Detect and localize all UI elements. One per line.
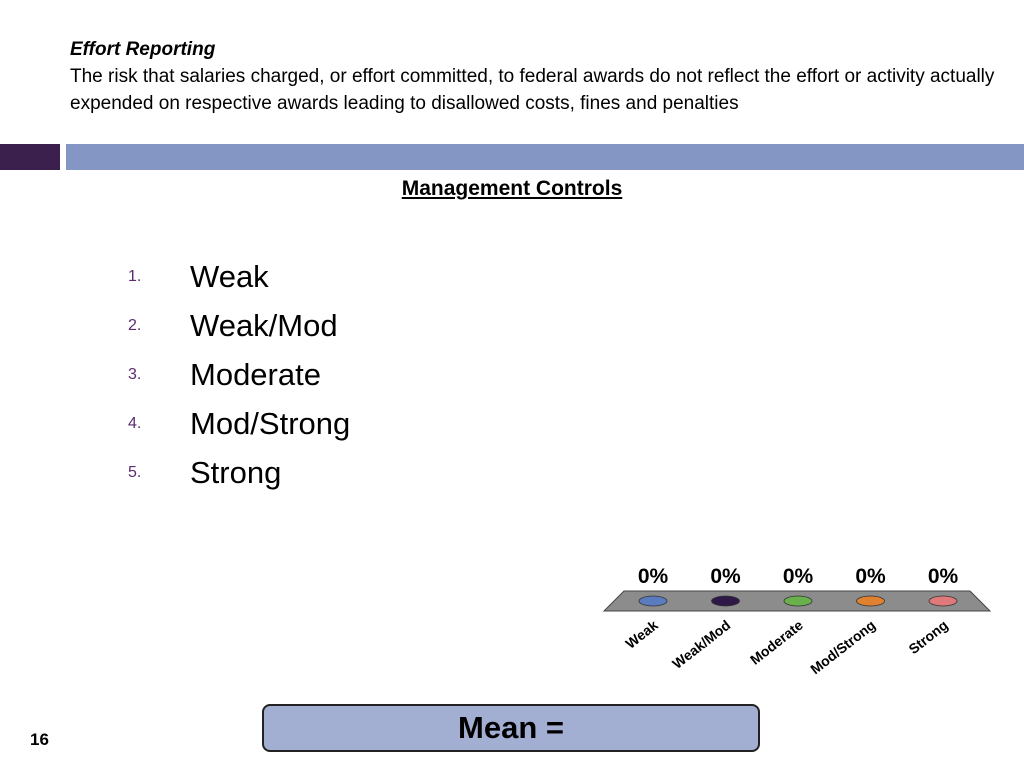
chart-data-label: 0% bbox=[928, 565, 959, 588]
chart-data-label: 0% bbox=[638, 565, 669, 588]
option-number: 3. bbox=[128, 365, 142, 383]
chart-category-label: Mod/Strong bbox=[807, 617, 878, 677]
option-label: Moderate bbox=[190, 356, 321, 392]
chart-category-label: Strong bbox=[905, 617, 950, 657]
section-title: Management Controls bbox=[401, 177, 623, 200]
chart-bar-base bbox=[638, 595, 668, 607]
chart-data-label: 0% bbox=[855, 565, 886, 588]
option-label: Weak/Mod bbox=[190, 307, 338, 343]
chart-data-label: 0% bbox=[710, 565, 741, 588]
option-item: 2. Weak/Mod bbox=[128, 301, 350, 350]
option-item: 1. Weak bbox=[128, 252, 350, 301]
option-list: 1. Weak 2. Weak/Mod 3. Moderate 4. Mod/Stron… bbox=[128, 252, 350, 497]
chart-category-label: Weak/Mod bbox=[669, 617, 733, 672]
response-chart: 0% Weak 0% Weak/Mod 0% Moderate 0% Mod/Strong 0%… bbox=[602, 565, 992, 677]
option-label: Weak bbox=[190, 258, 269, 294]
slide-title: Effort Reporting bbox=[70, 39, 216, 60]
option-number: 2. bbox=[128, 316, 142, 334]
chart-bar-base bbox=[783, 595, 813, 607]
chart-category-label: Moderate bbox=[747, 617, 806, 668]
option-item: 4. Mod/Strong bbox=[128, 399, 350, 448]
option-number: 5. bbox=[128, 463, 142, 481]
chart-bar-base bbox=[856, 595, 885, 607]
option-number: 1. bbox=[128, 267, 142, 285]
chart-data-label: 0% bbox=[783, 565, 814, 588]
slide-header: Effort Reporting The risk that salaries … bbox=[70, 36, 1010, 117]
page-number: 16 bbox=[30, 730, 49, 749]
option-label: Mod/Strong bbox=[190, 405, 351, 441]
accent-bar-left bbox=[0, 144, 60, 170]
accent-bar-right bbox=[66, 144, 1024, 170]
option-item: 5. Strong bbox=[128, 448, 350, 497]
option-number: 4. bbox=[128, 414, 142, 432]
slide-description: The risk that salaries charged, or effor… bbox=[70, 66, 995, 114]
chart-bar-base bbox=[711, 595, 740, 607]
option-item: 3. Moderate bbox=[128, 350, 350, 399]
chart-category-label: Weak bbox=[622, 617, 661, 652]
mean-box: Mean = bbox=[262, 704, 760, 752]
chart-bar-base bbox=[928, 595, 958, 607]
option-label: Strong bbox=[190, 454, 282, 490]
